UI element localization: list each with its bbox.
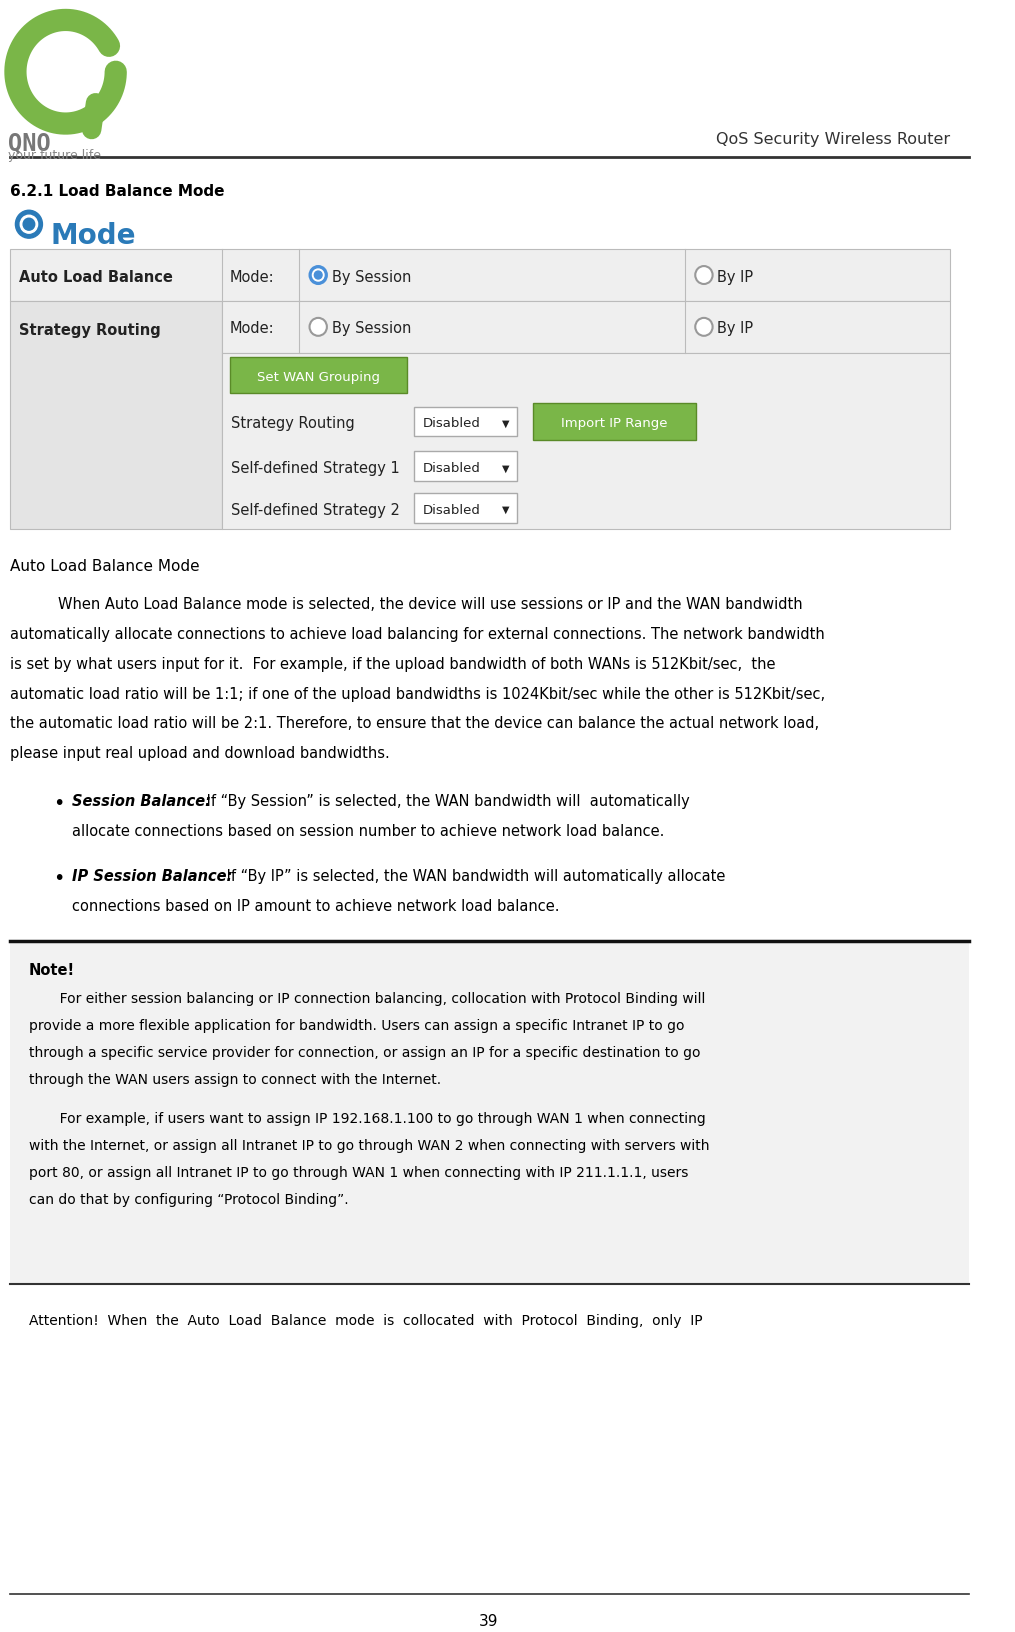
Text: automatically allocate connections to achieve load balancing for external connec: automatically allocate connections to ac… — [10, 627, 824, 641]
Text: Strategy Routing: Strategy Routing — [19, 323, 161, 338]
Text: Disabled: Disabled — [422, 504, 480, 517]
Text: 39: 39 — [479, 1614, 498, 1629]
Text: By IP: By IP — [718, 322, 753, 336]
Text: please input real upload and download bandwidths.: please input real upload and download ba… — [10, 746, 390, 762]
Text: If “By IP” is selected, the WAN bandwidth will automatically allocate: If “By IP” is selected, the WAN bandwidt… — [222, 868, 725, 885]
Text: Attention!  When  the  Auto  Load  Balance  mode  is  collocated  with  Protocol: Attention! When the Auto Load Balance mo… — [29, 1314, 702, 1328]
Text: •: • — [53, 868, 64, 888]
Polygon shape — [39, 44, 92, 100]
Circle shape — [695, 266, 713, 284]
Circle shape — [15, 211, 43, 238]
Text: Note!: Note! — [29, 963, 75, 978]
Text: your future life: your future life — [8, 150, 100, 163]
Text: When Auto Load Balance mode is selected, the device will use sessions or IP and : When Auto Load Balance mode is selected,… — [58, 597, 803, 612]
Circle shape — [310, 318, 327, 336]
Text: If “By Session” is selected, the WAN bandwidth will  automatically: If “By Session” is selected, the WAN ban… — [203, 795, 690, 809]
Text: port 80, or assign all Intranet IP to go through WAN 1 when connecting with IP 2: port 80, or assign all Intranet IP to go… — [29, 1165, 688, 1180]
Text: the automatic load ratio will be 2:1. Therefore, to ensure that the device can b: the automatic load ratio will be 2:1. Th… — [10, 716, 819, 731]
Text: provide a more flexible application for bandwidth. Users can assign a specific I: provide a more flexible application for … — [29, 1020, 684, 1033]
Text: through a specific service provider for connection, or assign an IP for a specif: through a specific service provider for … — [29, 1046, 700, 1061]
Text: allocate connections based on session number to achieve network load balance.: allocate connections based on session nu… — [72, 824, 665, 839]
FancyBboxPatch shape — [10, 940, 969, 1284]
Text: through the WAN users assign to connect with the Internet.: through the WAN users assign to connect … — [29, 1074, 442, 1087]
Text: For example, if users want to assign IP 192.168.1.100 to go through WAN 1 when c: For example, if users want to assign IP … — [29, 1111, 705, 1126]
Text: Session Balance:: Session Balance: — [72, 795, 211, 809]
Circle shape — [315, 271, 322, 279]
Text: with the Internet, or assign all Intranet IP to go through WAN 2 when connecting: with the Internet, or assign all Intrane… — [29, 1139, 709, 1152]
Circle shape — [23, 219, 35, 230]
Text: Auto Load Balance: Auto Load Balance — [19, 269, 174, 284]
Text: is set by what users input for it.  For example, if the upload bandwidth of both: is set by what users input for it. For e… — [10, 656, 775, 672]
FancyBboxPatch shape — [222, 300, 950, 353]
Text: connections based on IP amount to achieve network load balance.: connections based on IP amount to achiev… — [72, 899, 560, 914]
Text: •: • — [53, 795, 64, 813]
Text: Disabled: Disabled — [422, 418, 480, 429]
Text: By Session: By Session — [332, 322, 411, 336]
Text: Import IP Range: Import IP Range — [561, 418, 668, 429]
Text: Self-defined Strategy 1: Self-defined Strategy 1 — [231, 460, 400, 477]
Text: Mode:: Mode: — [229, 322, 274, 336]
Text: 6.2.1 Load Balance Mode: 6.2.1 Load Balance Mode — [10, 184, 224, 199]
Text: ▼: ▼ — [502, 463, 510, 473]
Text: QNO: QNO — [8, 132, 51, 155]
FancyBboxPatch shape — [533, 403, 696, 441]
FancyBboxPatch shape — [10, 300, 222, 529]
FancyBboxPatch shape — [414, 452, 517, 481]
Text: can do that by configuring “Protocol Binding”.: can do that by configuring “Protocol Bin… — [29, 1193, 348, 1206]
Text: Mode: Mode — [50, 222, 136, 250]
Text: Mode:: Mode: — [229, 269, 274, 284]
Text: Auto Load Balance Mode: Auto Load Balance Mode — [10, 560, 199, 574]
Text: QoS Security Wireless Router: QoS Security Wireless Router — [716, 132, 950, 147]
Text: ▼: ▼ — [502, 506, 510, 516]
Circle shape — [695, 318, 713, 336]
Text: By Session: By Session — [332, 269, 411, 284]
Text: automatic load ratio will be 1:1; if one of the upload bandwidths is 1024Kbit/se: automatic load ratio will be 1:1; if one… — [10, 687, 825, 702]
FancyBboxPatch shape — [414, 406, 517, 436]
Text: IP Session Balance:: IP Session Balance: — [72, 868, 232, 885]
Text: Set WAN Grouping: Set WAN Grouping — [257, 370, 380, 384]
FancyBboxPatch shape — [229, 357, 407, 393]
Circle shape — [20, 215, 38, 233]
Text: Strategy Routing: Strategy Routing — [231, 416, 355, 431]
FancyBboxPatch shape — [222, 353, 950, 529]
Circle shape — [313, 269, 324, 281]
Text: Disabled: Disabled — [422, 462, 480, 475]
FancyBboxPatch shape — [10, 250, 950, 300]
Text: For either session balancing or IP connection balancing, collocation with Protoc: For either session balancing or IP conne… — [29, 992, 705, 1007]
Text: ▼: ▼ — [502, 418, 510, 429]
Circle shape — [310, 266, 327, 284]
Text: By IP: By IP — [718, 269, 753, 284]
Text: Self-defined Strategy 2: Self-defined Strategy 2 — [231, 503, 400, 517]
FancyBboxPatch shape — [414, 493, 517, 524]
